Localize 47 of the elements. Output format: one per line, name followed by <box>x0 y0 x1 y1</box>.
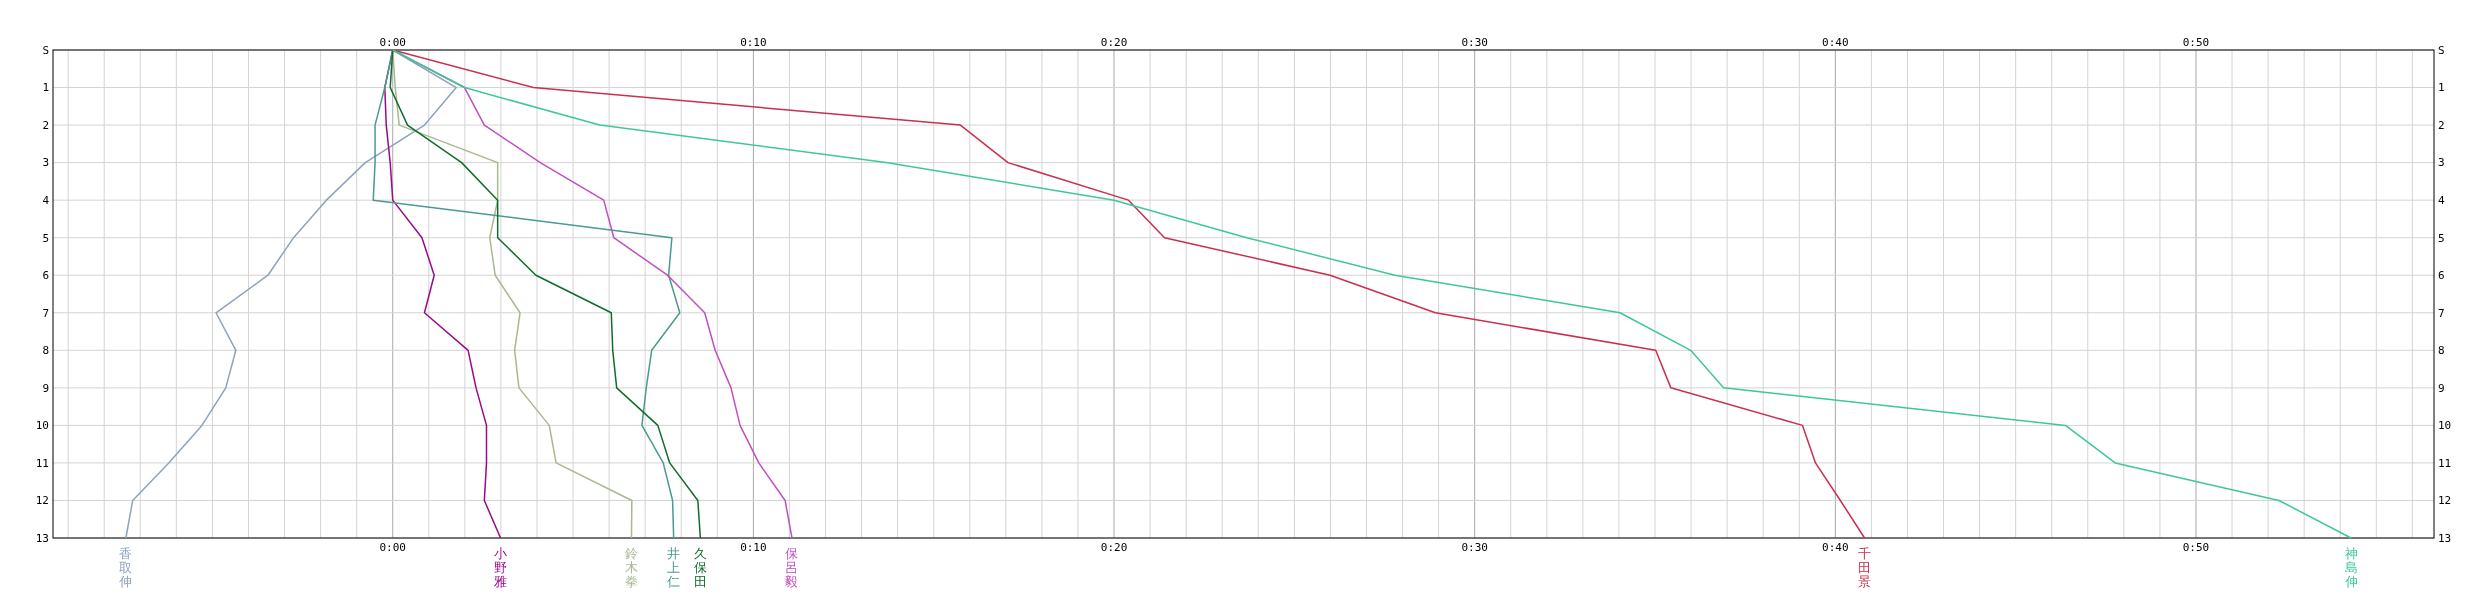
category-label: 8 <box>42 344 49 358</box>
series-label: 井上仁 <box>666 546 681 589</box>
series-label: 千田景 <box>1858 546 1872 589</box>
y-tick-label: 9 <box>2438 381 2445 395</box>
category-label: 5 <box>42 231 49 245</box>
y-tick-label: 2 <box>2438 118 2445 132</box>
series-label: 神島伸 <box>2343 546 2358 589</box>
y-tick-label: 5 <box>2438 231 2445 245</box>
category-label: 13 <box>35 531 49 545</box>
x-tick-label: 0:10 <box>740 541 767 554</box>
category-label: 10 <box>35 419 49 433</box>
y-tick-label: 4 <box>2438 194 2445 207</box>
x-tick-label: 0:40 <box>1822 541 1849 554</box>
x-tick-label: 0:30 <box>1461 541 1488 554</box>
x-tick-label: 0:00 <box>379 541 406 554</box>
x2-tick-label: 0:10 <box>740 36 767 49</box>
y-tick-label: 6 <box>2438 269 2445 283</box>
category-label: 12 <box>42 81 49 132</box>
y-tick-label: 11 <box>2438 456 2452 470</box>
series-label: 小野雅 <box>494 546 508 589</box>
y-tick-label: 13 <box>2438 531 2452 545</box>
series-label: 久保田 <box>693 546 707 589</box>
y-tick-label: S <box>2438 43 2445 57</box>
x2-tick-label: 0:40 <box>1822 36 1849 49</box>
y-tick-label: 12 <box>2438 494 2452 508</box>
y-tick-label: 3 <box>2438 156 2445 170</box>
x-tick-label: 0:50 <box>2182 541 2210 554</box>
category-label: 11 <box>35 456 49 470</box>
category-label: 12 <box>35 494 49 508</box>
series-label: 香取伸 <box>118 546 133 589</box>
category-label: 9 <box>42 381 49 395</box>
category-label: S <box>42 43 49 57</box>
category-label: 3 <box>42 156 49 170</box>
series-label: 保呂毅 <box>785 546 799 589</box>
category-label: 7 <box>42 306 49 320</box>
x2-tick-label: 0:00 <box>379 36 406 49</box>
y-tick-label: 8 <box>2438 344 2445 358</box>
category-label: 4 <box>42 194 49 207</box>
x2-tick-label: 0:20 <box>1100 36 1128 49</box>
series-label: 鈴木拳 <box>624 546 638 589</box>
x-tick-label: 0:20 <box>1100 541 1128 554</box>
y-tick-label: 1 <box>2438 81 2445 95</box>
y-tick-label: 10 <box>2438 419 2452 433</box>
x2-tick-label: 0:30 <box>1461 36 1488 49</box>
category-label: 6 <box>42 269 49 283</box>
x2-tick-label: 0:50 <box>2182 36 2210 49</box>
y-tick-label: 7 <box>2438 306 2445 320</box>
